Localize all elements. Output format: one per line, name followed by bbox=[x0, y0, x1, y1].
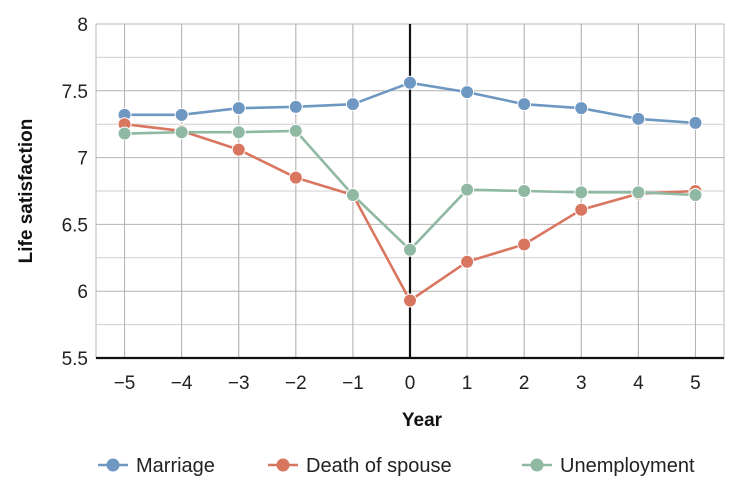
point-death-of-spouse bbox=[288, 170, 303, 185]
point-marriage bbox=[403, 75, 417, 90]
point-marriage bbox=[231, 101, 246, 116]
x-tick-label: 4 bbox=[633, 373, 644, 394]
legend-marker bbox=[276, 458, 290, 472]
point-marriage bbox=[460, 85, 475, 100]
point-marriage bbox=[288, 99, 303, 114]
point-unemployment bbox=[688, 188, 703, 203]
point-unemployment bbox=[174, 125, 189, 140]
point-marriage bbox=[517, 97, 532, 112]
point-death-of-spouse bbox=[574, 202, 589, 217]
y-tick-label: 5.5 bbox=[62, 349, 88, 370]
point-marriage bbox=[174, 107, 189, 122]
legend-label: Death of spouse bbox=[306, 455, 452, 477]
x-tick-label: 5 bbox=[690, 373, 701, 394]
tick-labels: 5.5 6 6.5 7 7.5 8 −5 −4 −3 −2 −1 0 1 2 3 4 5 bbox=[62, 15, 701, 394]
point-unemployment bbox=[231, 125, 246, 140]
point-marriage bbox=[574, 101, 589, 116]
legend-item-marriage: Marriage bbox=[98, 455, 215, 477]
point-death-of-spouse bbox=[403, 293, 417, 308]
x-tick-label: −2 bbox=[285, 373, 307, 394]
point-unemployment bbox=[574, 185, 589, 200]
point-unemployment bbox=[117, 126, 132, 141]
point-death-of-spouse bbox=[231, 142, 246, 157]
legend-label: Marriage bbox=[136, 455, 215, 477]
point-death-of-spouse bbox=[517, 237, 532, 252]
y-tick-label: 6 bbox=[77, 282, 88, 303]
y-tick-label: 6.5 bbox=[62, 215, 88, 236]
point-unemployment bbox=[345, 188, 360, 203]
legend: Marriage Death of spouse Unemployment bbox=[98, 455, 695, 477]
x-tick-label: −4 bbox=[171, 373, 193, 394]
x-tick-label: −5 bbox=[114, 373, 136, 394]
point-death-of-spouse bbox=[460, 254, 475, 269]
y-tick-label: 7 bbox=[77, 149, 88, 170]
x-tick-label: 3 bbox=[576, 373, 587, 394]
x-tick-label: 1 bbox=[462, 373, 473, 394]
legend-label: Unemployment bbox=[560, 455, 695, 477]
point-unemployment bbox=[517, 184, 532, 198]
legend-item-death-of-spouse: Death of spouse bbox=[268, 455, 452, 477]
legend-item-unemployment: Unemployment bbox=[522, 455, 695, 477]
legend-marker bbox=[530, 458, 544, 472]
y-tick-label: 8 bbox=[77, 15, 88, 36]
point-unemployment bbox=[631, 185, 646, 200]
y-axis-label: Life satisfaction bbox=[16, 119, 37, 264]
point-marriage bbox=[688, 115, 703, 130]
x-axis-label: Year bbox=[402, 410, 443, 431]
y-tick-label: 7.5 bbox=[62, 82, 88, 103]
legend-marker bbox=[106, 458, 120, 472]
x-tick-label: −3 bbox=[228, 373, 250, 394]
x-tick-label: 0 bbox=[405, 373, 416, 394]
point-unemployment bbox=[288, 123, 303, 138]
point-unemployment bbox=[460, 182, 475, 197]
point-unemployment bbox=[403, 242, 417, 257]
series-lines bbox=[117, 75, 703, 308]
x-tick-label: 2 bbox=[519, 373, 530, 394]
point-marriage bbox=[345, 97, 360, 112]
x-tick-label: −1 bbox=[342, 373, 364, 394]
point-marriage bbox=[631, 111, 646, 126]
